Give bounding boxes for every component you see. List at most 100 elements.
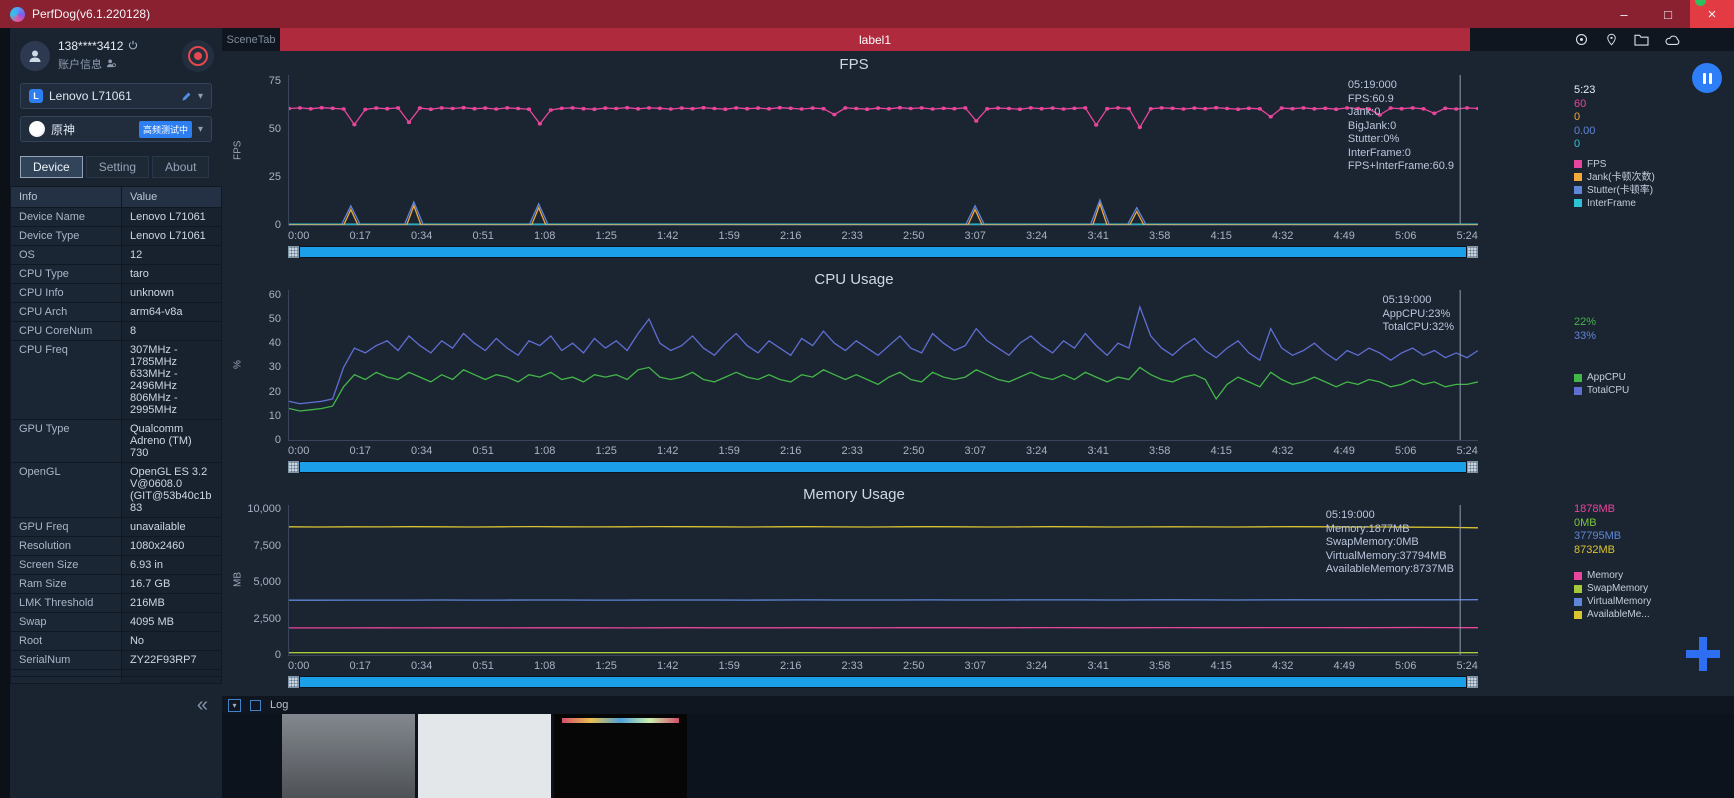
table-row: Device Name Lenovo L71061 [10, 207, 223, 227]
fps-side-panel: 5:23 60 0 0.00 0 FPS Jank(卡顿次数) Stutter(卡顿率) In… [1574, 51, 1734, 266]
legend-item[interactable]: TotalCPU [1574, 384, 1734, 397]
x-tick-label: 1:25 [595, 230, 617, 242]
app-selector[interactable]: 原神 高频测试中 ▾ [20, 116, 212, 142]
cursor-overlay-line: FPS:60.9 [1347, 92, 1394, 105]
perfdog-logo-icon [10, 6, 25, 22]
tab-about[interactable]: About [152, 156, 210, 178]
stop-record-button[interactable] [182, 39, 214, 72]
user-avatar[interactable] [20, 40, 50, 71]
add-chart-button[interactable] [1686, 637, 1720, 671]
video-thumbnail[interactable] [418, 714, 551, 798]
x-axis-ticks: 0:00 0:17 0:34 0:51 1:08 1:25 1:42 1:59 2:16 2:33… [288, 226, 1478, 245]
info-key-cell: Root [10, 631, 122, 651]
x-tick-label: 2:16 [780, 445, 802, 457]
folder-icon[interactable] [1634, 33, 1649, 46]
x-tick-label: 2:33 [841, 445, 863, 457]
cursor-overlay-line: TotalCPU:32% [1382, 321, 1454, 333]
minimize-button[interactable]: – [1620, 6, 1628, 22]
account-info-link[interactable]: 账户信息 [58, 59, 102, 71]
legend-item[interactable]: FPS [1574, 158, 1734, 171]
cloud-icon[interactable] [1665, 34, 1681, 46]
tab-label1[interactable]: label1 [280, 28, 1470, 51]
cursor-overlay: 05:19:000 FPS:60.9 Jank:0 BigJank:0 Stutter:… [1348, 79, 1454, 174]
legend-label: Memory [1587, 570, 1624, 581]
legend-item[interactable]: SwapMemory [1574, 582, 1734, 595]
info-key-cell: SerialNum [10, 650, 122, 670]
table-row: CPU Freq 307MHz - 1785MHz 633MHz - 2496MH… [10, 340, 223, 420]
collapse-sidebar-button[interactable]: « [196, 694, 208, 716]
info-key-cell: Ram Size [10, 574, 122, 594]
cpu-side-panel: 22% 33% AppCPU TotalCPU [1574, 266, 1734, 481]
x-tick-label: 3:24 [1026, 660, 1048, 672]
scrollbar-right-handle[interactable] [1467, 461, 1478, 473]
legend-item[interactable]: AppCPU [1574, 371, 1734, 384]
current-value: 1878MB [1574, 503, 1615, 515]
chart-title: CPU Usage [814, 271, 894, 288]
info-value-cell: No [120, 631, 223, 651]
chart-scrollbar[interactable] [288, 461, 1478, 473]
device-name-label: Lenovo L71061 [49, 89, 132, 103]
legend-item[interactable]: VirtualMemory [1574, 595, 1734, 608]
video-thumbnail[interactable] [282, 714, 415, 798]
plot-area: 05:19:000 AppCPU:23% TotalCPU:32% [288, 290, 1478, 441]
scrollbar-track[interactable] [300, 677, 1466, 687]
scrollbar-left-handle[interactable] [288, 461, 299, 473]
legend-item[interactable]: Stutter(卡顿率) [1574, 184, 1734, 197]
info-value-cell: 216MB [120, 593, 223, 613]
legend-item[interactable]: InterFrame [1574, 197, 1734, 210]
scrollbar-right-handle[interactable] [1467, 246, 1478, 258]
info-key-cell: CPU Freq [10, 340, 122, 420]
maximize-button[interactable]: □ [1664, 6, 1672, 22]
legend-item[interactable]: AvailableMe... [1574, 608, 1734, 621]
expand-log-panel-button[interactable]: ▾ [228, 698, 241, 712]
power-icon[interactable] [128, 39, 138, 53]
table-row: Screen Size 6.93 in [10, 555, 223, 575]
x-tick-label: 5:24 [1456, 230, 1478, 242]
chart-scrollbar[interactable] [288, 676, 1478, 688]
info-value-cell: unknown [120, 283, 223, 303]
memory-chart: Memory Usage MB 10,000 7,500 5,000 2,500 0 0… [230, 481, 1478, 696]
cursor-overlay-line: InterFrame:0 [1347, 146, 1411, 159]
table-row: LMK Threshold 216MB [10, 593, 223, 613]
info-value-cell: taro [120, 264, 223, 284]
y-tick-label: 0 [274, 219, 281, 231]
status-dot [1695, 0, 1706, 6]
y-axis-label: % [232, 360, 244, 370]
legend-swatch [1574, 173, 1582, 181]
log-checkbox[interactable] [250, 699, 261, 711]
target-icon[interactable] [1574, 32, 1589, 47]
pause-button[interactable] [1692, 63, 1722, 93]
chart-scrollbar[interactable] [288, 246, 1478, 258]
video-thumbnail[interactable] [554, 714, 687, 798]
table-row: Swap 4095 MB [10, 612, 223, 632]
legend-swatch [1574, 373, 1582, 382]
cursor-overlay-line: BigJank:0 [1347, 119, 1397, 132]
y-axis-ticks: 60 50 40 30 20 10 0 [246, 289, 288, 446]
window-title: PerfDog(v6.1.220128) [32, 7, 151, 21]
edit-device-icon[interactable] [181, 91, 192, 102]
tab-device[interactable]: Device [20, 156, 83, 178]
app-status-badge: 高频测试中 [138, 120, 192, 138]
pin-icon[interactable] [1605, 32, 1618, 47]
legend-item[interactable]: Jank(卡顿次数) [1574, 171, 1734, 184]
plot-area: 05:19:000 FPS:60.9 Jank:0 BigJank:0 Stutter:… [288, 75, 1478, 226]
scene-toolbar [1470, 28, 1734, 51]
current-value: 37795MB [1574, 530, 1622, 542]
legend-item[interactable]: Memory [1574, 569, 1734, 582]
device-selector[interactable]: L Lenovo L71061 ▾ [20, 83, 212, 109]
legend-label: AppCPU [1587, 372, 1626, 383]
y-tick-label: 5,000 [253, 576, 281, 589]
scrollbar-left-handle[interactable] [288, 246, 299, 258]
scrollbar-right-handle[interactable] [1467, 676, 1478, 688]
info-key-cell: Device Name [10, 207, 122, 227]
y-tick-label: 7,500 [253, 539, 281, 552]
scrollbar-left-handle[interactable] [288, 676, 299, 688]
current-value: 8732MB [1574, 543, 1615, 556]
scrollbar-track[interactable] [300, 247, 1466, 257]
legend-swatch [1574, 199, 1582, 207]
account-manage-icon[interactable] [106, 58, 116, 71]
scrollbar-track[interactable] [300, 462, 1466, 472]
info-key-cell: CPU Info [10, 283, 122, 303]
tab-setting[interactable]: Setting [85, 156, 150, 178]
user-phone: 138****3412 [58, 39, 124, 53]
